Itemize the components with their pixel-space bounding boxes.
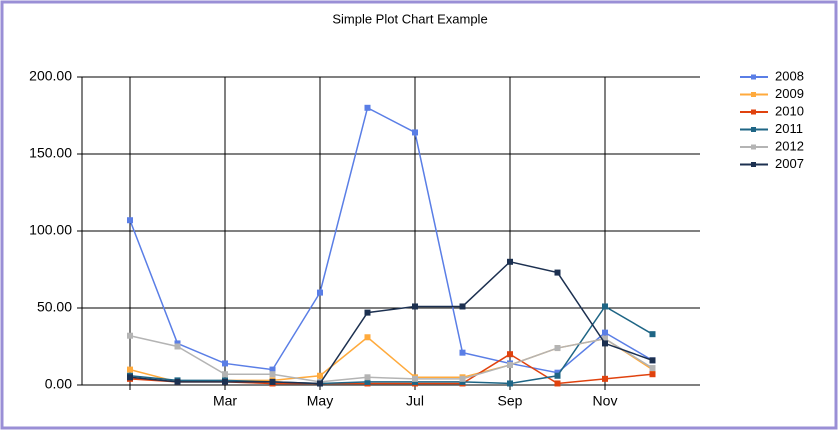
point <box>127 332 133 339</box>
point <box>602 329 608 336</box>
legend-label: 2008 <box>775 68 804 83</box>
point <box>269 378 276 385</box>
series-line <box>129 305 653 385</box>
point <box>602 375 608 382</box>
y-tick-label: 200.00 <box>29 68 72 84</box>
point <box>222 378 228 385</box>
point <box>222 371 228 378</box>
point <box>127 217 133 224</box>
point <box>649 357 656 364</box>
point <box>412 303 418 310</box>
legend-label: 2012 <box>775 138 804 153</box>
point <box>602 340 608 347</box>
y-tick-label: 100.00 <box>29 222 72 238</box>
point <box>317 289 323 296</box>
point <box>174 378 181 385</box>
point <box>459 303 466 310</box>
point <box>554 380 561 387</box>
point <box>364 309 371 316</box>
legend-marker <box>751 144 756 150</box>
point <box>364 374 371 381</box>
point <box>602 335 608 342</box>
point <box>364 334 371 341</box>
point <box>507 258 513 265</box>
point <box>507 351 513 358</box>
legend-marker <box>751 74 756 80</box>
point <box>317 372 323 379</box>
legend-label: 2009 <box>775 86 804 101</box>
legend-label: 2011 <box>775 121 803 136</box>
series-line <box>129 106 653 374</box>
x-tick-label: Mar <box>213 393 237 409</box>
legend-label: 2010 <box>775 103 804 118</box>
point <box>412 375 418 382</box>
point <box>554 372 561 379</box>
point <box>459 375 466 382</box>
point <box>459 349 466 356</box>
x-tick-label: May <box>307 393 333 409</box>
legend-marker <box>751 92 756 97</box>
chart-title: Simple Plot Chart Example <box>332 11 487 26</box>
point <box>127 366 133 373</box>
point <box>174 340 181 347</box>
legend-label: 2007 <box>775 156 804 171</box>
legend-marker <box>751 109 756 115</box>
point <box>649 371 656 378</box>
legend-marker <box>751 162 756 167</box>
legend-marker <box>751 127 756 132</box>
y-tick-label: 50.00 <box>37 299 72 315</box>
point <box>507 380 513 387</box>
point <box>507 361 513 368</box>
x-tick-label: Sep <box>498 393 523 409</box>
x-tick-label: Nov <box>593 393 618 409</box>
point <box>269 366 276 373</box>
point <box>602 303 608 310</box>
point <box>412 378 418 385</box>
y-tick-label: 0.00 <box>45 376 72 392</box>
point <box>222 360 228 367</box>
series-line <box>129 334 653 383</box>
point <box>269 371 276 378</box>
point <box>364 104 371 111</box>
point <box>412 129 418 136</box>
point <box>554 345 561 352</box>
point <box>174 343 181 350</box>
point <box>364 378 371 385</box>
point <box>127 374 133 381</box>
y-tick-label: 150.00 <box>29 145 72 161</box>
point <box>649 331 656 338</box>
point <box>317 380 323 387</box>
point <box>649 365 656 372</box>
point <box>554 369 561 376</box>
x-tick-label: Jul <box>406 393 424 409</box>
series-line <box>129 260 653 385</box>
point <box>554 269 561 276</box>
point <box>459 378 466 385</box>
